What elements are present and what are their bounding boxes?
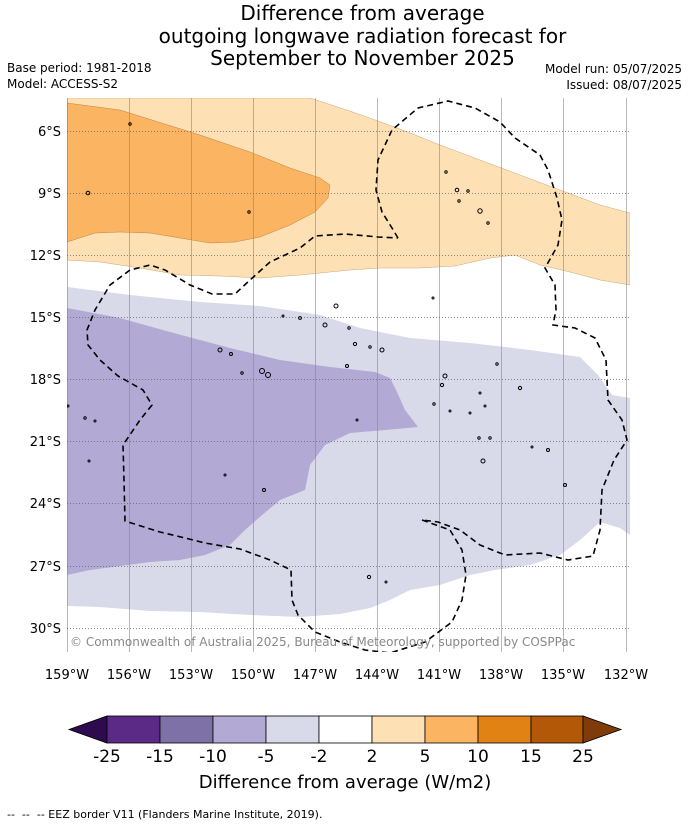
issued-date: Issued: 08/07/2025 [566,78,682,92]
colorbar-segment [212,715,267,744]
colorbar-segment [477,715,532,744]
colorbar-segment [424,715,479,744]
copyright-notice: © Commonwealth of Australia 2025, Bureau… [70,635,575,649]
colorbar-label: 10 [467,747,489,767]
colorbar-extend-high [582,715,623,744]
eez-footnote: -- -- -- EEZ border V11 (Flanders Marine… [7,808,323,821]
lat-tick-label: 6°S [38,125,61,140]
colorbar-label: 25 [572,747,594,767]
model-name: Model: ACCESS-S2 [7,77,119,91]
colorbar-label: -5 [258,747,275,767]
lon-tick-label: 132°W [604,668,648,683]
title-line-2: outgoing longwave radiation forecast for [158,23,567,48]
colorbar [67,715,623,744]
colorbar-title: Difference from average (W/m2) [199,772,491,793]
lon-tick-label: 144°W [355,668,399,683]
title-line-3: September to November 2025 [210,46,515,70]
lat-tick-label: 30°S [30,622,61,637]
longitude-gridlines [67,98,627,652]
lon-tick-label: 153°W [169,668,213,683]
colorbar-segment [530,715,584,744]
colorbar-label: -2 [311,747,328,767]
island-outlines [67,122,567,584]
lon-tick-label: 150°W [231,668,275,683]
metadata-right: Model run: 05/07/2025 Issued: 08/07/2025 [545,61,682,93]
map-panel: © Commonwealth of Australia 2025, Bureau… [67,98,630,652]
base-period: Base period: 1981-2018 [7,61,152,75]
colorbar-labels: -25 -15 -10 -5 -2 2 5 10 15 25 [93,747,594,767]
anomaly-region-minus5-10 [67,308,418,575]
lat-tick-label: 15°S [30,311,61,326]
colorbar-segment [159,715,214,744]
lon-tick-label: 147°W [293,668,337,683]
longitude-axis: 159°W 156°W 153°W 150°W 147°W 144°W 141°… [45,668,648,683]
lat-tick-label: 12°S [30,249,61,264]
colorbar-segment [371,715,426,744]
colorbar-segment [318,715,373,744]
latitude-axis: 6°S 9°S 12°S 15°S 18°S 21°S 24°S 27°S 30… [30,125,61,637]
colorbar-extend-low [67,715,108,744]
colorbar-label: -25 [93,747,121,767]
colorbar-label: 5 [420,747,431,767]
lat-tick-label: 27°S [30,560,61,575]
map-figure: © Commonwealth of Australia 2025, Bureau… [30,98,648,793]
lon-tick-label: 141°W [417,668,461,683]
map-title: Difference from average outgoing longwav… [95,2,630,70]
metadata-left: Base period: 1981-2018 Model: ACCESS-S2 [7,60,152,92]
lat-tick-label: 24°S [30,497,61,512]
colorbar-segment [265,715,320,744]
anomaly-region-plus5-10 [67,102,331,244]
colorbar-label: 15 [520,747,542,767]
title-line-1: Difference from average [240,1,485,25]
colorbar-label: 2 [367,747,378,767]
colorbar-label: -15 [146,747,174,767]
eez-border-south [86,233,467,652]
lat-tick-label: 9°S [38,187,61,202]
model-run: Model run: 05/07/2025 [544,62,682,76]
eez-border-north [375,100,628,561]
colorbar-label: -10 [199,747,227,767]
lat-tick-label: 21°S [30,435,61,450]
lat-tick-label: 18°S [30,373,61,388]
lon-tick-label: 135°W [541,668,585,683]
colorbar-segment [106,715,161,744]
lon-tick-label: 156°W [107,668,151,683]
lon-tick-label: 159°W [45,668,89,683]
latitude-gridlines [67,131,630,629]
lon-tick-label: 138°W [479,668,523,683]
